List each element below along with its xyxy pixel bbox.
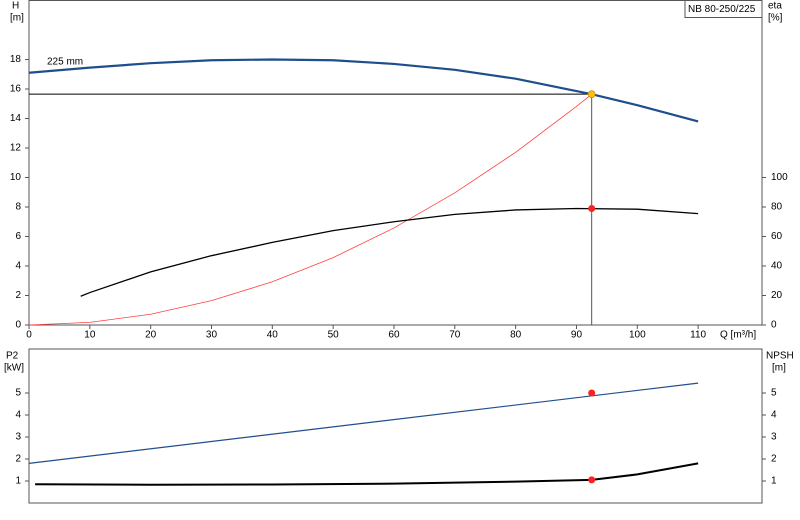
x-axis-label: Q [m³/h] <box>720 330 756 341</box>
y-tick-label: 0 <box>15 320 21 331</box>
x-tick-label: 30 <box>206 330 218 341</box>
operating-point <box>588 204 596 212</box>
x-tick-label: 20 <box>145 330 157 341</box>
curve <box>80 207 699 297</box>
y-axis-label: H <box>12 1 19 12</box>
y-tick-label: 2 <box>15 454 21 465</box>
x-tick-label: 90 <box>571 330 583 341</box>
y2-tick-label: 40 <box>771 261 783 272</box>
operating-point <box>587 90 596 98</box>
y2-tick-label: 2 <box>771 454 777 465</box>
x-tick-label: 60 <box>388 330 400 341</box>
y2-axis-unit: [%] <box>768 13 783 24</box>
y-axis-label: P2 <box>6 351 19 362</box>
operating-point <box>588 476 596 484</box>
y-tick-label: 16 <box>10 84 22 95</box>
title-box <box>684 0 763 18</box>
y-tick-label: 1 <box>15 476 21 487</box>
curve <box>35 462 699 486</box>
y-axis-unit: [kW] <box>4 363 24 374</box>
x-tick-label: 10 <box>84 330 96 341</box>
y2-tick-label: 0 <box>771 320 777 331</box>
y2-tick-label: 4 <box>771 410 777 421</box>
x-tick-label: 80 <box>510 330 522 341</box>
operating-point <box>588 389 596 397</box>
chart-title: NB 80-250/225 <box>688 4 756 15</box>
plot-frame <box>28 0 763 326</box>
curve <box>28 58 699 123</box>
x-tick-label: 40 <box>267 330 279 341</box>
y-tick-label: 2 <box>15 290 21 301</box>
y2-axis-unit: [m] <box>772 363 786 374</box>
x-tick-label: 50 <box>328 330 340 341</box>
y2-tick-label: 60 <box>771 231 783 242</box>
y-tick-label: 14 <box>10 113 22 124</box>
curve <box>28 382 699 464</box>
x-tick-label: 0 <box>26 330 32 341</box>
y-tick-label: 4 <box>15 261 21 272</box>
y2-axis-label: NPSH <box>766 351 794 362</box>
y-tick-label: 18 <box>10 54 22 65</box>
y-tick-label: 8 <box>15 202 21 213</box>
y-axis-unit: [m] <box>10 13 24 24</box>
y-tick-label: 10 <box>10 172 22 183</box>
curve <box>28 93 592 326</box>
plot-frame <box>28 348 763 504</box>
y2-tick-label: 100 <box>771 172 788 183</box>
y-tick-label: 5 <box>15 388 21 399</box>
curve-label: 225 mm <box>47 56 83 67</box>
y2-tick-label: 1 <box>771 476 777 487</box>
y-tick-label: 3 <box>15 432 21 443</box>
y2-tick-label: 20 <box>771 290 783 301</box>
x-tick-label: 110 <box>690 330 706 341</box>
y-tick-label: 4 <box>15 410 21 421</box>
y2-tick-label: 5 <box>771 388 777 399</box>
y-tick-label: 6 <box>15 231 21 242</box>
x-tick-label: 100 <box>629 330 646 341</box>
y2-tick-label: 80 <box>771 202 783 213</box>
y2-tick-label: 3 <box>771 432 777 443</box>
x-tick-label: 70 <box>449 330 461 341</box>
y-tick-label: 12 <box>10 143 22 154</box>
y2-axis-label: eta <box>768 1 782 12</box>
